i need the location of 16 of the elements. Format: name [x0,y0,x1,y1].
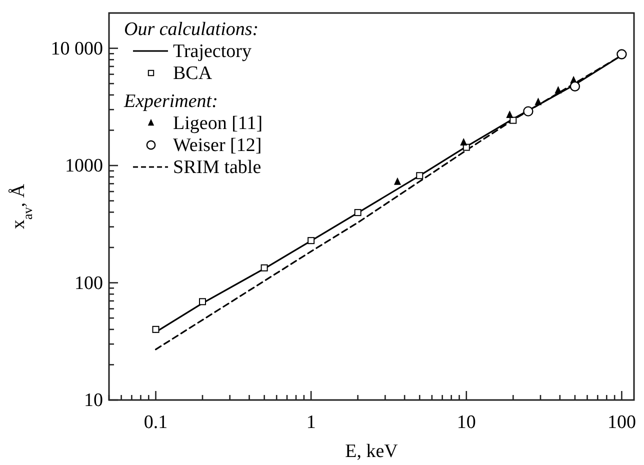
x-tick-label: 1 [306,412,316,433]
y-tick-label: 10 [84,390,103,411]
y-tick-label: 1000 [65,156,103,177]
x-tick-label: 100 [607,412,636,433]
legend-label: Ligeon [11] [173,113,263,134]
y-tick-label: 10 000 [50,38,103,60]
y-tick-label: 100 [74,272,103,294]
x-tick-label: 0.1 [144,412,168,433]
x-tick-label: 10 [456,412,476,433]
legend-label: SRIM table [173,157,262,178]
legend-label: Weiser [12] [173,135,262,156]
annotation: Our calculations: [124,19,259,40]
legend-label: BCA [173,63,212,84]
x-axis-title: E, keV [345,441,398,462]
legend-label: Trajectory [173,41,252,62]
annotation: Experiment: [123,91,218,112]
